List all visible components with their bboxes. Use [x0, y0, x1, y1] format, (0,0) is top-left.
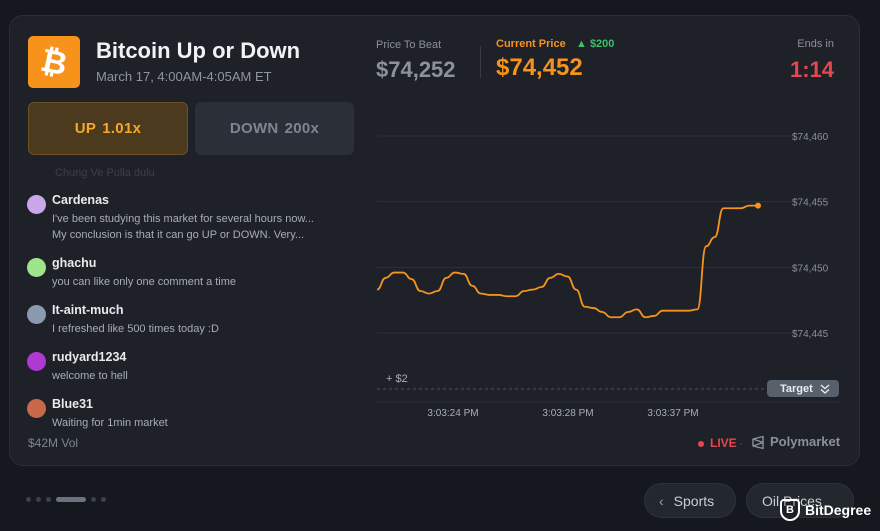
- live-label: LIVE: [710, 436, 737, 450]
- comment-author[interactable]: It-aint-much: [52, 303, 124, 317]
- footer-separator: ·: [739, 436, 743, 450]
- bitdegree-watermark: B BitDegree: [780, 497, 872, 523]
- market-subtitle: March 17, 4:00AM-4:05AM ET: [96, 69, 272, 84]
- prev-market-label: Sports: [673, 492, 715, 509]
- comment-text: I refreshed like 500 times today :D: [52, 321, 219, 337]
- y-tick-label: $74,450: [792, 263, 829, 274]
- x-tick-label: 3:03:24 PM: [427, 408, 478, 419]
- chevron-left-icon: ‹: [659, 492, 664, 509]
- comment-text: you can like only one comment a time: [52, 274, 236, 290]
- prev-market-sports-button[interactable]: ‹ Sports: [644, 483, 736, 518]
- down-odds: 200x: [284, 120, 320, 137]
- price-to-beat-label: Price To Beat: [376, 39, 442, 51]
- carousel-pagination: [26, 497, 106, 502]
- price-to-beat-value: $74,252: [376, 57, 456, 82]
- avatar[interactable]: [27, 195, 46, 214]
- comment-author[interactable]: Blue31: [52, 397, 93, 411]
- double-chevron-down-icon: [820, 384, 830, 394]
- stats-divider: [480, 46, 481, 78]
- avatar[interactable]: [27, 258, 46, 277]
- live-indicator: LIVE: [698, 436, 737, 450]
- avatar[interactable]: [27, 305, 46, 324]
- down-label: DOWN: [229, 120, 279, 137]
- up-label: UP: [74, 120, 97, 137]
- watermark-text: BitDegree: [805, 502, 872, 518]
- pagination-dot[interactable]: [101, 497, 106, 502]
- pagination-dot-active[interactable]: [56, 497, 86, 502]
- comment-text: Waiting for 1min market: [52, 415, 168, 431]
- comment-author[interactable]: rudyard1234: [52, 350, 127, 364]
- comment-line: My conclusion is that it can go UP or DO…: [52, 229, 305, 241]
- current-price-value: $74,452: [496, 54, 583, 81]
- volume-label: $42M Vol: [28, 436, 79, 450]
- bitdegree-shield-icon: B: [780, 499, 800, 521]
- comment-line: I've been studying this market for sever…: [52, 213, 314, 225]
- price-chart[interactable]: $74,460 $74,455 $74,450 $74,445 + $2 Target 3:…: [10, 16, 860, 466]
- y-tick-label: $74,445: [792, 329, 829, 340]
- faded-comment-text: Chung Ve Pulla dulu: [55, 167, 155, 179]
- polymarket-logo-icon: [752, 435, 764, 450]
- target-delta-label: + $2: [386, 373, 408, 385]
- comment-line: Waiting for 1min market: [52, 417, 168, 429]
- market-title[interactable]: Bitcoin Up or Down: [96, 38, 301, 63]
- comment-author[interactable]: Cardenas: [52, 193, 109, 207]
- ends-in-label: Ends in: [797, 38, 834, 50]
- last-price-point: [755, 202, 761, 209]
- comment-text: I've been studying this market for sever…: [52, 211, 314, 243]
- comment-author[interactable]: ghachu: [52, 256, 97, 270]
- down-button[interactable]: DOWN 200x: [195, 102, 354, 155]
- price-series-line: [376, 204, 758, 319]
- y-tick-label: $74,455: [792, 198, 829, 209]
- comment-text: welcome to hell: [52, 368, 128, 384]
- live-dot-icon: [698, 440, 704, 447]
- target-badge: [767, 380, 839, 397]
- current-price-label: Current Price: [496, 38, 566, 50]
- bitcoin-logo: ₿: [28, 36, 80, 88]
- x-tick-label: 3:03:28 PM: [542, 408, 593, 419]
- up-button[interactable]: UP 1.01x: [28, 102, 188, 155]
- price-delta-badge: ▲ $200: [576, 38, 615, 50]
- avatar[interactable]: [27, 352, 46, 371]
- pagination-dot[interactable]: [36, 497, 41, 502]
- comment-line: welcome to hell: [52, 370, 128, 382]
- polymarket-brand[interactable]: Polymarket: [770, 434, 841, 449]
- up-odds: 1.01x: [102, 120, 142, 137]
- pagination-dot[interactable]: [91, 497, 96, 502]
- ends-in-countdown: 1:14: [789, 57, 834, 82]
- pagination-dot[interactable]: [26, 497, 31, 502]
- target-badge-label: Target: [780, 383, 813, 395]
- comment-line: I refreshed like 500 times today :D: [52, 323, 219, 335]
- pagination-dot[interactable]: [46, 497, 51, 502]
- market-card: ₿ Bitcoin Up or Down March 17, 4:00AM-4:…: [9, 15, 860, 466]
- x-tick-label: 3:03:37 PM: [647, 408, 698, 419]
- comment-line: you can like only one comment a time: [52, 276, 237, 288]
- avatar[interactable]: [27, 399, 46, 418]
- y-tick-label: $74,460: [792, 132, 829, 143]
